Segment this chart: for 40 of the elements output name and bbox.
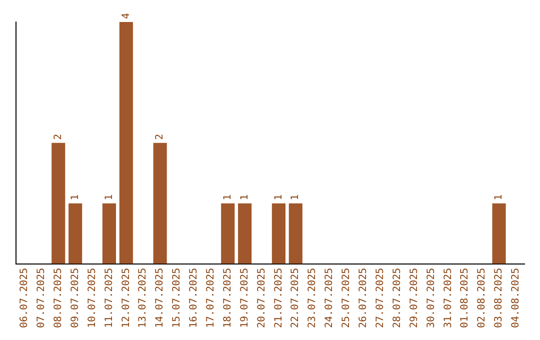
x-tick-label: 11.07.2025 <box>104 268 115 328</box>
x-tick-label: 24.07.2025 <box>324 268 336 328</box>
x-tick-label: 27.07.2025 <box>374 268 386 328</box>
x-tick-label: 29.07.2025 <box>408 268 420 328</box>
x-tick-label: 28.07.2025 <box>392 268 403 328</box>
x-tick-label: 22.07.2025 <box>290 268 302 328</box>
x-tick-label: 09.07.2025 <box>70 268 81 328</box>
data-label: 1 <box>239 194 250 200</box>
x-tick-label: 03.08.2025 <box>494 268 505 328</box>
data-label: 1 <box>222 194 234 200</box>
x-tick-label: 19.07.2025 <box>239 268 250 328</box>
data-label: 2 <box>154 134 166 140</box>
x-tick-label: 13.07.2025 <box>138 268 149 328</box>
x-tick-label: 17.07.2025 <box>205 268 216 328</box>
x-tick-label: 07.07.2025 <box>36 268 48 328</box>
x-tick-label: 01.08.2025 <box>460 268 471 328</box>
x-tick-label: 15.07.2025 <box>172 268 183 328</box>
data-label: 2 <box>52 134 64 140</box>
x-tick-label: 18.07.2025 <box>222 268 234 328</box>
x-tick-label: 14.07.2025 <box>154 268 166 328</box>
data-label: 4 <box>120 12 132 19</box>
x-tick-label: 02.08.2025 <box>476 268 488 328</box>
x-tick-label: 25.07.2025 <box>341 268 352 328</box>
x-tick-label: 21.07.2025 <box>273 268 284 328</box>
x-tick-label: 10.07.2025 <box>86 268 98 328</box>
x-tick-label: 20.07.2025 <box>256 268 268 328</box>
x-tick-label: 26.07.2025 <box>358 268 370 328</box>
data-label: 1 <box>273 194 284 200</box>
x-tick-label: 04.08.2025 <box>510 268 522 328</box>
data-label: 1 <box>290 194 302 200</box>
data-label: 1 <box>494 194 505 200</box>
data-label: 1 <box>104 194 115 200</box>
x-tick-label: 12.07.2025 <box>120 268 132 328</box>
data-label: 1 <box>70 194 81 200</box>
x-tick-label: 23.07.2025 <box>307 268 318 328</box>
x-tick-label: 31.07.2025 <box>442 268 454 328</box>
x-tick-label: 08.07.2025 <box>52 268 64 328</box>
x-tick-label: 16.07.2025 <box>188 268 200 328</box>
x-tick-label: 06.07.2025 <box>19 268 30 328</box>
x-tick-label: 30.07.2025 <box>426 268 437 328</box>
